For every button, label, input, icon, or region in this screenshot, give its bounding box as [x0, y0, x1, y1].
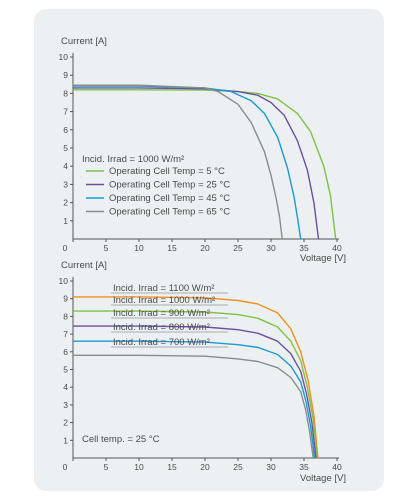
chart1-y-tick-label: 6: [63, 347, 68, 357]
chart0-y-tick-label: 10: [59, 52, 69, 62]
chart0-legend-title: Incid. Irrad = 1000 W/m²: [82, 154, 184, 165]
chart0-legend-label: Operating Cell Temp = 25 °C: [109, 180, 230, 191]
chart0-y-tick-label: 2: [63, 198, 68, 208]
chart1-series-label: Incid. Irrad = 1100 W/m²: [113, 283, 214, 294]
chart1-x-tick-label: 15: [167, 462, 177, 472]
chart0-y-tick-label: 4: [63, 161, 68, 171]
chart0-x-tick-label: 10: [134, 243, 144, 253]
chart0-x-tick-label: 35: [299, 243, 309, 253]
chart1-series-2-line: [73, 325, 317, 459]
chart0-y-tick-label: 8: [63, 88, 68, 98]
chart0-y-tick-label: 5: [63, 143, 68, 153]
chart1-series-0-line: [73, 296, 319, 459]
chart0-x-tick-label: 15: [167, 243, 177, 253]
chart0-x-tick-label: 25: [233, 243, 243, 253]
chart1-series-label: Incid. Irrad = 700 W/m²: [113, 337, 210, 348]
chart0-x-tick-label: 30: [266, 243, 276, 253]
chart1-x-tick-label: 20: [200, 462, 210, 472]
chart1-y-tick-label: 9: [63, 294, 68, 304]
chart0-legend-label: Operating Cell Temp = 5 °C: [109, 166, 225, 177]
chart0-series-3-line: [73, 84, 283, 240]
chart0-legend-label: Operating Cell Temp = 45 °C: [109, 193, 230, 204]
chart1-y-tick-label: 3: [63, 400, 68, 410]
chart0-y-tick-label: 9: [63, 70, 68, 80]
chart1-y-tick-label: 2: [63, 418, 68, 428]
chart1-series-3-line: [73, 340, 316, 459]
chart1-y-tick-label: 8: [63, 311, 68, 321]
chart0-x-tick-label: 40: [332, 243, 342, 253]
chart1-y-tick-label: 1: [63, 435, 68, 445]
chart1-x-tick-label: 5: [104, 462, 109, 472]
chart0-x-tick-label: 20: [200, 243, 210, 253]
chart0-xlabel: Voltage [V]: [300, 253, 346, 264]
chart1-x-tick-label: 40: [332, 462, 342, 472]
chart0-y-tick-label: 3: [63, 179, 68, 189]
chart1-series-4-line: [73, 354, 314, 459]
chart0-series-1-line: [73, 87, 320, 240]
chart1-x-tick-label: 35: [299, 462, 309, 472]
chart1-y-tick-label: 4: [63, 382, 68, 392]
chart1-series-label: Incid. Irrad = 900 W/m²: [113, 308, 210, 319]
chart1-x-tick-label: 10: [134, 462, 144, 472]
chart0-x-tick-label: 5: [104, 243, 109, 253]
chart0-y-tick-label: 1: [63, 216, 68, 226]
chart1-ylabel: Current [A]: [61, 260, 107, 271]
chart0-legend-label: Operating Cell Temp = 65 °C: [109, 207, 230, 218]
chart1-x-tick-label: 30: [266, 462, 276, 472]
chart0-x-tick-label: 0: [63, 243, 68, 253]
chart1-xlabel: Voltage [V]: [300, 473, 346, 484]
chart1-y-tick-label: 7: [63, 329, 68, 339]
chart0-series-0-line: [73, 89, 337, 240]
chart1-annotation: Cell temp. = 25 °C: [82, 434, 160, 445]
chart0-y-tick-label: 7: [63, 107, 68, 117]
chart1-x-tick-label: 25: [233, 462, 243, 472]
chart-irradiance: Current [A] Voltage [V] Cell temp. = 25 …: [59, 260, 346, 484]
chart0-y-tick-label: 6: [63, 125, 68, 135]
chart1-series-label: Incid. Irrad = 1000 W/m²: [113, 295, 215, 306]
chart1-x-tick-label: 0: [63, 462, 68, 472]
chart1-y-tick-label: 5: [63, 365, 68, 375]
chart1-series-label: Incid. Irrad = 800 W/m²: [113, 322, 210, 333]
chart1-y-tick-label: 10: [59, 276, 69, 286]
chart0-ylabel: Current [A]: [61, 36, 107, 47]
chart1-series-1-line: [73, 310, 318, 459]
chart-temperature: Current [A] Voltage [V] Incid. Irrad = 1…: [59, 36, 346, 264]
